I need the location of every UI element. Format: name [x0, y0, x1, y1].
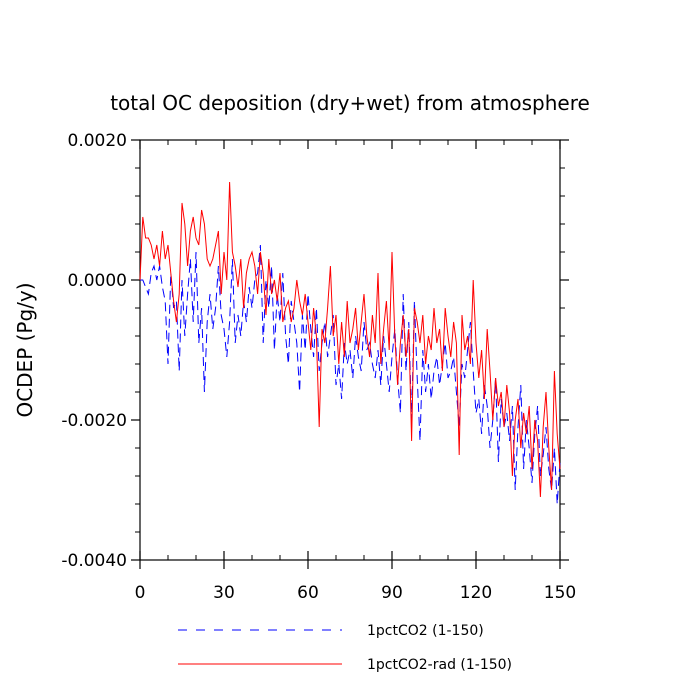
legend-label: 1pctCO2 (1-150) [367, 623, 484, 639]
series-lines [139, 181, 561, 505]
plot-frame [139, 139, 561, 561]
legend-label: 1pctCO2-rad (1-150) [367, 657, 512, 673]
x-tick-label: 90 [381, 583, 403, 603]
y-axis-label: OCDEP (Pg/y) [13, 282, 37, 417]
x-tick-label: 0 [135, 583, 146, 603]
y-tick-label: -0.0040 [61, 551, 127, 571]
x-tick-label: 60 [297, 583, 319, 603]
y-tick-label: 0.0000 [68, 271, 127, 291]
x-tick-label: 30 [213, 583, 235, 603]
x-tick-label: 120 [460, 583, 492, 603]
series-line-1pctco2-rad [139, 181, 561, 498]
y-tick-label: -0.0020 [61, 411, 127, 431]
axis-ticks: 0 30 60 90 120 150 0.0020 0.0000 -0.0020 -0.0040 [61, 131, 576, 603]
legend: 1pctCO2 (1-150) 1pctCO2-rad (1-150) [178, 623, 512, 673]
x-tick-label: 150 [544, 583, 576, 603]
series-line-1pctco2 [140, 244, 561, 505]
chart-title: total OC deposition (dry+wet) from atmos… [110, 91, 590, 115]
y-tick-label: 0.0020 [68, 131, 127, 151]
